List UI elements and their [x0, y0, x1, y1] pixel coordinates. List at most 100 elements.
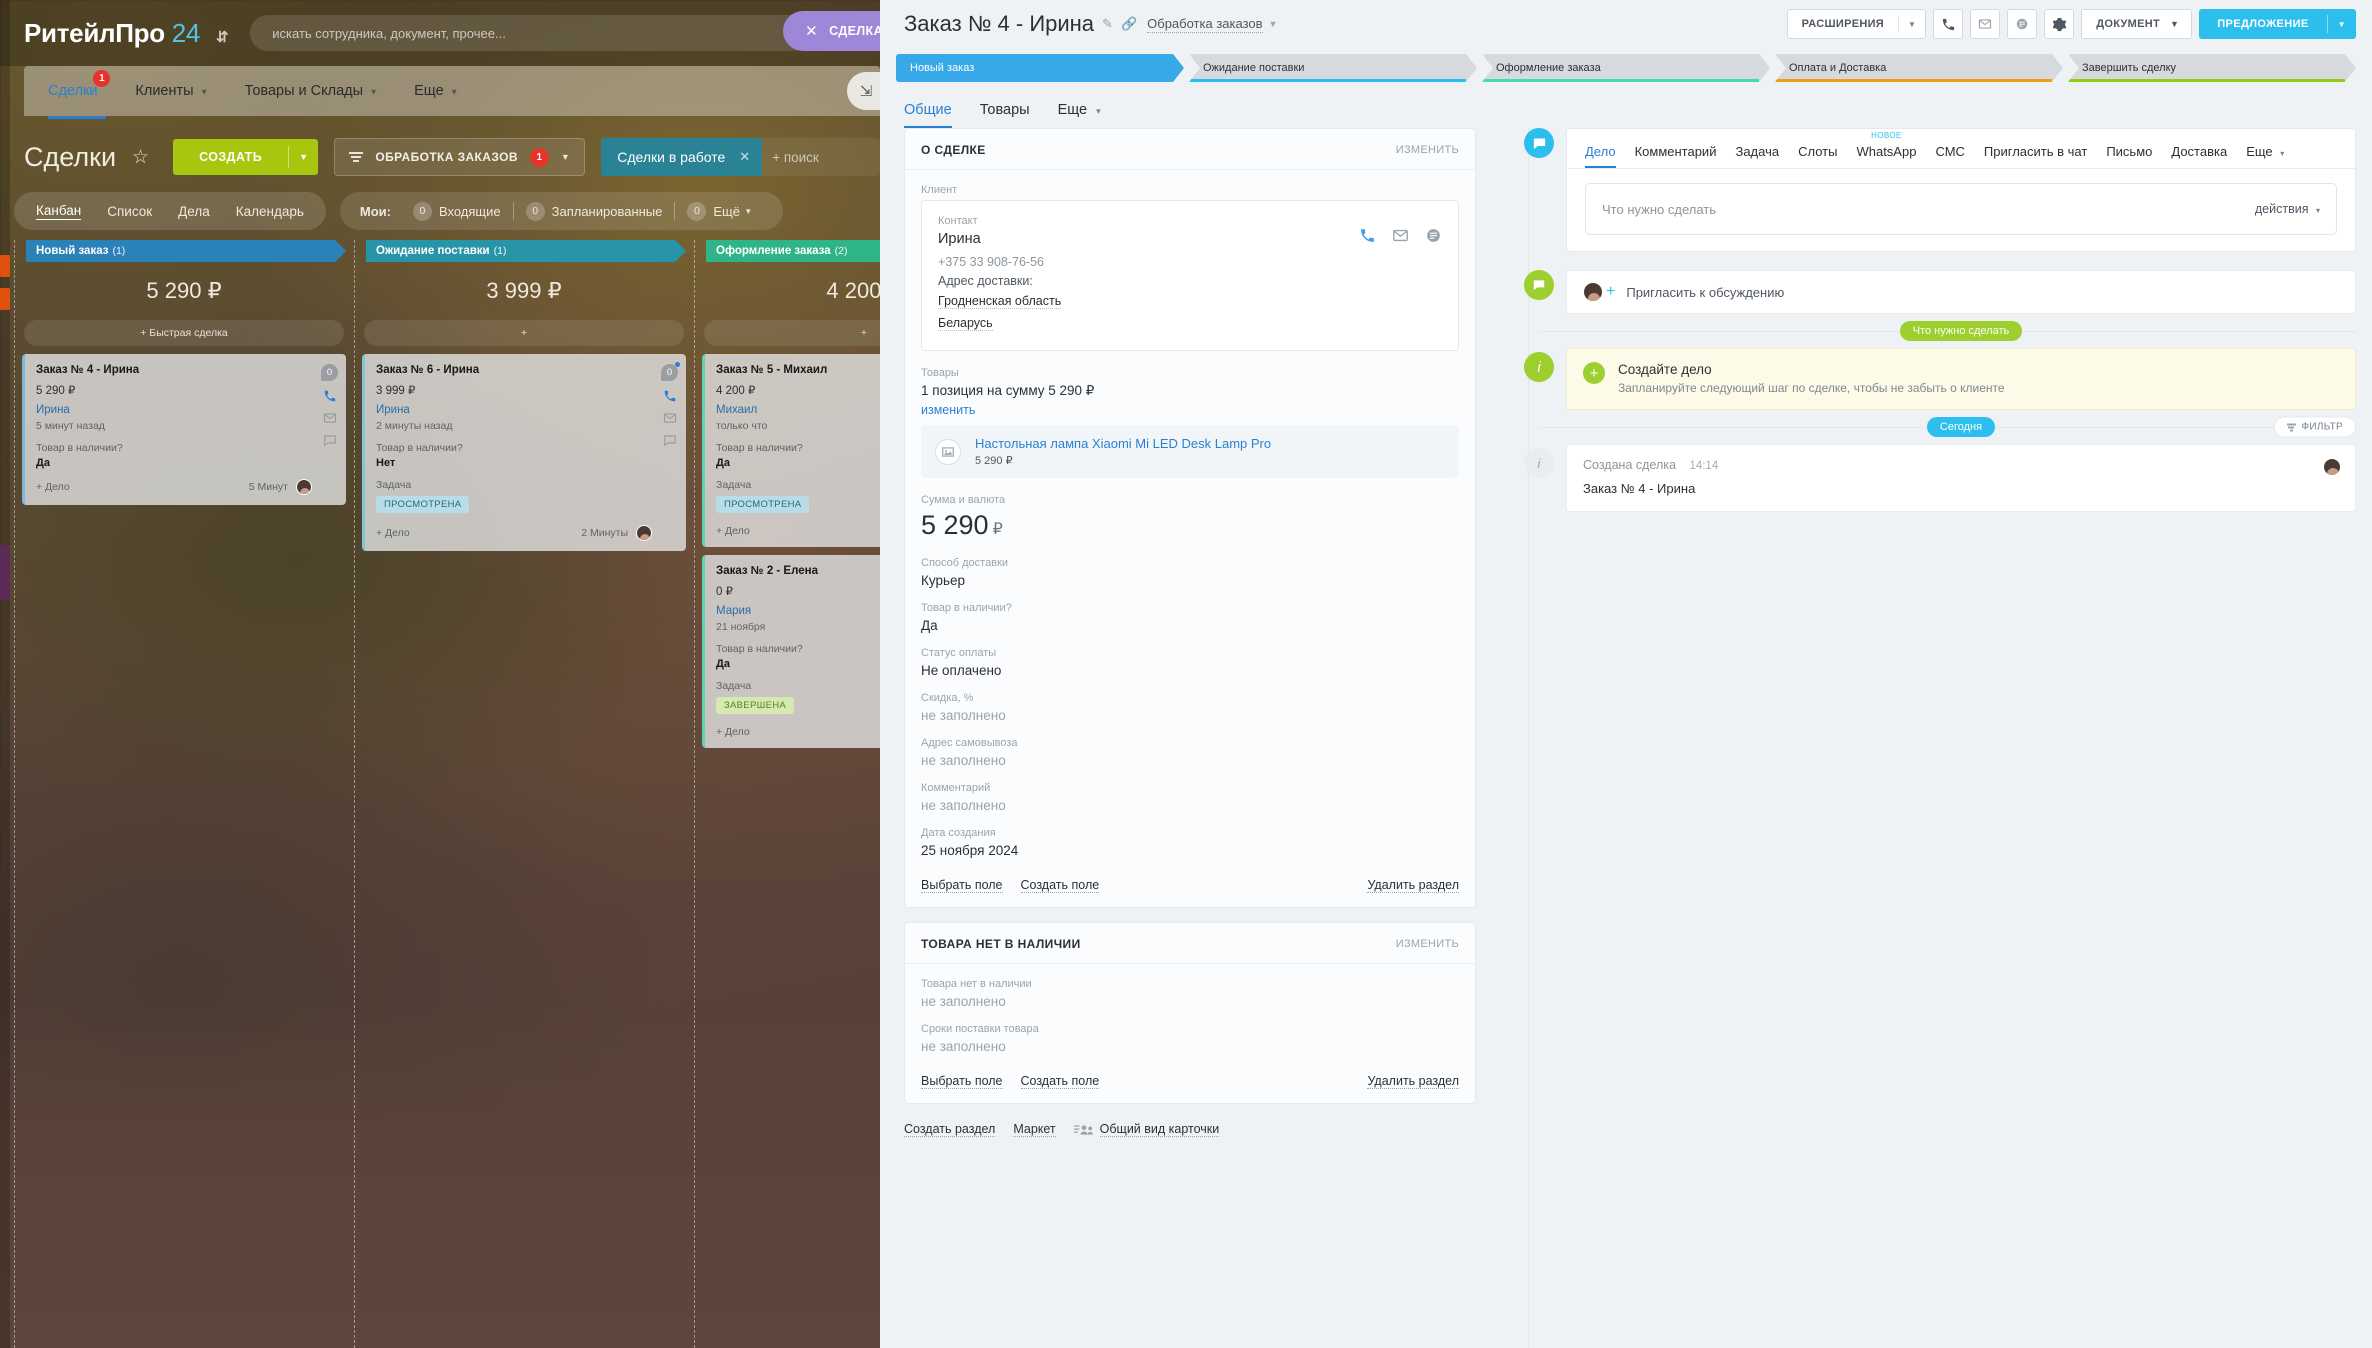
extensions-button[interactable]: РАСШИРЕНИЯ ▼ — [1786, 9, 1927, 39]
composer-actions[interactable]: действия ▾ — [2255, 202, 2320, 216]
stream-tab-more[interactable]: Еще ▾ — [2246, 144, 2284, 168]
card-contact[interactable]: Ирина — [36, 404, 70, 416]
offer-button[interactable]: ПРЕДЛОЖЕНИЕ ▼ — [2199, 9, 2356, 39]
contact-phone[interactable]: +375 33 908-76-56 — [938, 255, 1044, 269]
favorite-star-icon[interactable]: ☆ — [132, 146, 150, 168]
close-icon[interactable]: ✕ — [805, 23, 819, 40]
phone-icon-button[interactable] — [1933, 9, 1964, 39]
section-edit-link[interactable]: ИЗМЕНИТЬ — [1395, 144, 1459, 156]
field-value[interactable]: не заполнено — [921, 994, 1006, 1009]
search-input[interactable] — [250, 15, 811, 51]
pipeline-selector[interactable]: Обработка заказов — [1147, 15, 1263, 33]
market-link[interactable]: Маркет — [1013, 1122, 1056, 1137]
mail-icon[interactable] — [323, 411, 337, 425]
kanban-card[interactable]: Заказ № 6 - Ирина 3 999 ₽ Ирина 2 минуты… — [362, 354, 686, 551]
field-value[interactable]: Да — [921, 618, 938, 633]
view-tab-calendar[interactable]: Календарь — [235, 203, 304, 219]
field-value[interactable]: не заполнено — [921, 1039, 1006, 1054]
activity-composer[interactable]: Что нужно сделать действия ▾ — [1585, 183, 2337, 235]
select-field-link[interactable]: Выбрать поле — [921, 878, 1003, 893]
delete-section-link[interactable]: Удалить раздел — [1367, 878, 1459, 893]
create-field-link[interactable]: Создать поле — [1020, 1074, 1100, 1089]
link-icon[interactable]: 🔗 — [1120, 16, 1138, 31]
note-icon[interactable] — [1425, 227, 1442, 244]
stream-tab-comment[interactable]: Комментарий — [1634, 144, 1717, 159]
product-name[interactable]: Настольная лампа Xiaomi Mi LED Desk Lamp… — [975, 436, 1272, 451]
field-value[interactable]: не заполнено — [921, 798, 1006, 813]
mail-icon[interactable] — [1392, 227, 1409, 244]
card-add-activity[interactable]: + Дело — [716, 726, 750, 738]
create-section-link[interactable]: Создать раздел — [904, 1122, 996, 1137]
card-counter-badge[interactable]: 0 — [661, 362, 680, 381]
stream-tab-slots[interactable]: Слоты — [1798, 144, 1838, 159]
phone-icon[interactable] — [1359, 227, 1376, 244]
stage-order-processing[interactable]: Оформление заказа — [1482, 54, 1770, 82]
stage-awaiting-supply[interactable]: Ожидание поставки — [1189, 54, 1477, 82]
chevron-down-icon[interactable]: ▼ — [1908, 19, 1917, 29]
stream-tab-whatsapp[interactable]: НОВОЕ WhatsApp — [1856, 131, 1916, 168]
filter-chip-deals-in-progress[interactable]: Сделки в работе ✕ — [601, 138, 763, 176]
create-field-link[interactable]: Создать поле — [1020, 878, 1100, 893]
mail-icon-button[interactable] — [1970, 9, 2001, 39]
stream-tab-delivery[interactable]: Доставка — [2171, 144, 2228, 159]
card-counter-badge[interactable]: 0 — [321, 364, 338, 381]
comment-icon[interactable] — [323, 433, 337, 447]
section-edit-link[interactable]: ИЗМЕНИТЬ — [1395, 938, 1459, 950]
field-value[interactable]: Не оплачено — [921, 663, 1002, 678]
stage-finish-deal[interactable]: Завершить сделку — [2068, 54, 2356, 82]
stream-tab-sms[interactable]: СМС — [1935, 144, 1965, 159]
edit-pencil-icon[interactable]: ✎ — [1102, 16, 1113, 31]
settings-button[interactable] — [2044, 9, 2075, 39]
stream-tab-activity[interactable]: Дело — [1585, 144, 1616, 168]
plus-icon[interactable]: + — [1583, 362, 1605, 384]
stage-payment-delivery[interactable]: Оплата и Доставка — [1775, 54, 2063, 82]
column-add-deal-button[interactable]: + Быстрая сделка — [24, 320, 344, 346]
note-icon-button[interactable] — [2007, 9, 2038, 39]
chevron-down-icon[interactable]: ▼ — [1268, 19, 1278, 29]
filter-search-hint[interactable]: + поиск — [772, 149, 819, 165]
delivery-address-country[interactable]: Беларусь — [938, 316, 993, 331]
app-logo[interactable]: РитейлПро 24 ⇵ — [24, 18, 229, 49]
column-header[interactable]: Ожидание поставки (1) — [366, 240, 686, 262]
field-value[interactable]: не заполнено — [921, 708, 1006, 723]
filter-search-box[interactable]: Сделки в работе ✕ + поиск — [601, 138, 880, 176]
nav-item-deals[interactable]: Сделки 1 — [48, 70, 111, 99]
phone-icon[interactable] — [663, 389, 677, 403]
stream-filter-button[interactable]: ФИЛЬТР — [2273, 416, 2356, 438]
field-value[interactable]: не заполнено — [921, 753, 1006, 768]
nav-item-clients[interactable]: Клиенты ▾ — [135, 83, 206, 99]
products-change-link[interactable]: изменить — [921, 403, 976, 417]
invite-to-discussion[interactable]: + Пригласить к обсуждению — [1566, 270, 2356, 314]
stream-tab-email[interactable]: Письмо — [2106, 144, 2153, 159]
create-button[interactable]: СОЗДАТЬ ▼ — [173, 139, 319, 175]
chevron-down-icon[interactable]: ▼ — [299, 152, 309, 162]
tab-more[interactable]: Еще ▾ — [1058, 102, 1101, 128]
delete-section-link[interactable]: Удалить раздел — [1367, 1074, 1459, 1089]
kanban-card[interactable]: Заказ № 4 - Ирина 5 290 ₽ Ирина 5 минут … — [22, 354, 346, 505]
stage-new-order[interactable]: Новый заказ — [896, 54, 1184, 82]
card-add-activity[interactable]: + Дело — [36, 481, 70, 493]
comment-icon[interactable] — [663, 433, 677, 447]
card-contact[interactable]: Михаил — [716, 404, 758, 416]
collapse-icon[interactable]: ⇲ — [847, 72, 885, 110]
mail-icon[interactable] — [663, 411, 677, 425]
phone-icon[interactable] — [323, 389, 337, 403]
create-activity-hint[interactable]: + Создайте дело Запланируйте следующий ш… — [1566, 348, 2356, 410]
product-row[interactable]: Настольная лампа Xiaomi Mi LED Desk Lamp… — [921, 425, 1459, 478]
tab-products[interactable]: Товары — [979, 102, 1030, 118]
select-field-link[interactable]: Выбрать поле — [921, 1074, 1003, 1089]
document-button[interactable]: ДОКУМЕНТ ▼ — [2081, 9, 2193, 39]
nav-item-products-warehouses[interactable]: Товары и Склады ▾ — [245, 83, 376, 99]
view-tab-list[interactable]: Список — [107, 203, 153, 219]
stream-tab-task[interactable]: Задача — [1735, 144, 1780, 159]
stream-tab-invite-chat[interactable]: Пригласить в чат — [1983, 144, 2088, 159]
column-add-deal-button[interactable]: + — [364, 320, 684, 346]
delivery-address-region[interactable]: Гродненская область — [938, 294, 1062, 309]
tab-general[interactable]: Общие — [904, 102, 952, 128]
counter-incoming[interactable]: 0 Входящие — [401, 201, 513, 221]
view-tab-activities[interactable]: Дела — [178, 203, 210, 219]
card-view-link[interactable]: Общий вид карточки — [1099, 1122, 1220, 1137]
view-tab-kanban[interactable]: Канбан — [36, 202, 82, 220]
chevron-down-icon[interactable]: ▼ — [2337, 19, 2346, 29]
logo-controls-icon[interactable]: ⇵ — [215, 28, 229, 46]
